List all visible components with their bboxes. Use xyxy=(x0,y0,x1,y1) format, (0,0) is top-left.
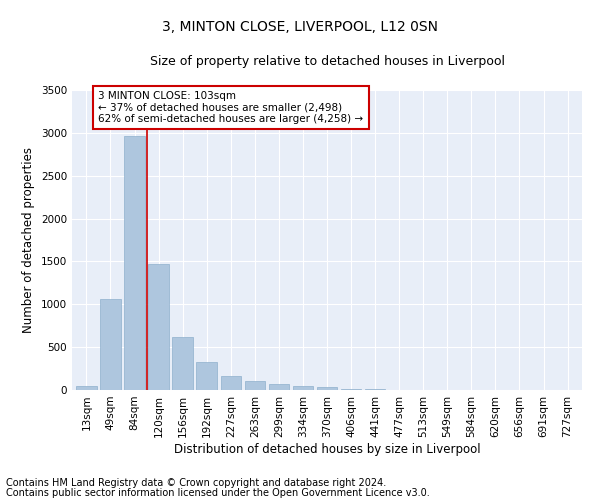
Text: Contains public sector information licensed under the Open Government Licence v3: Contains public sector information licen… xyxy=(6,488,430,498)
Bar xyxy=(76,386,97,390)
Bar xyxy=(341,388,361,390)
Bar xyxy=(269,384,289,390)
Bar xyxy=(124,136,145,390)
X-axis label: Distribution of detached houses by size in Liverpool: Distribution of detached houses by size … xyxy=(173,442,481,456)
Text: Contains HM Land Registry data © Crown copyright and database right 2024.: Contains HM Land Registry data © Crown c… xyxy=(6,478,386,488)
Title: Size of property relative to detached houses in Liverpool: Size of property relative to detached ho… xyxy=(149,55,505,68)
Bar xyxy=(100,299,121,390)
Bar xyxy=(221,376,241,390)
Bar xyxy=(317,388,337,390)
Bar xyxy=(245,380,265,390)
Bar xyxy=(148,264,169,390)
Text: 3 MINTON CLOSE: 103sqm
← 37% of detached houses are smaller (2,498)
62% of semi-: 3 MINTON CLOSE: 103sqm ← 37% of detached… xyxy=(98,91,364,124)
Bar xyxy=(196,362,217,390)
Bar xyxy=(172,337,193,390)
Text: 3, MINTON CLOSE, LIVERPOOL, L12 0SN: 3, MINTON CLOSE, LIVERPOOL, L12 0SN xyxy=(162,20,438,34)
Y-axis label: Number of detached properties: Number of detached properties xyxy=(22,147,35,333)
Bar xyxy=(293,386,313,390)
